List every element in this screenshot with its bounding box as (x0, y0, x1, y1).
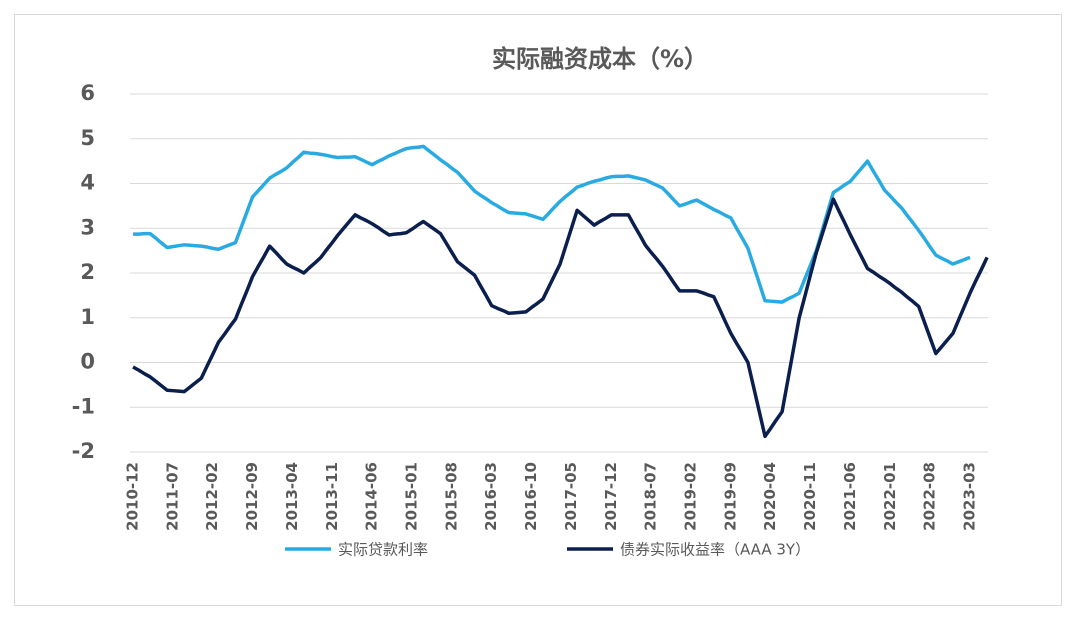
x-tick-label: 2012-09 (243, 462, 261, 531)
x-tick-label: 2016-03 (482, 462, 500, 531)
series-line (132, 197, 989, 439)
x-tick-label: 2022-08 (921, 462, 939, 531)
y-tick-label: 2 (80, 260, 95, 284)
x-tick-label: 2021-06 (841, 462, 859, 531)
x-tick-label: 2015-08 (442, 462, 460, 531)
chart-frame (14, 14, 1062, 606)
x-tick-label: 2019-02 (682, 462, 700, 531)
x-tick-label: 2013-11 (323, 462, 341, 531)
x-tick-label: 2018-07 (642, 462, 660, 531)
y-tick-label: 3 (80, 215, 95, 239)
x-tick-label: 2017-05 (562, 462, 580, 531)
y-tick-label: 1 (80, 305, 95, 329)
x-tick-label: 2020-11 (801, 462, 819, 531)
y-tick-label: 6 (80, 81, 95, 105)
legend-label: 债券实际收益率（AAA 3Y） (620, 541, 810, 559)
x-tick-label: 2010-12 (124, 462, 142, 531)
x-tick-label: 2015-01 (403, 462, 421, 531)
y-tick-label: 5 (80, 126, 95, 150)
chart-title: 实际融资成本（%） (492, 45, 708, 73)
x-tick-label: 2017-12 (602, 462, 620, 531)
y-tick-label: 0 (80, 350, 95, 374)
x-tick-label: 2020-04 (761, 462, 779, 531)
x-tick-label: 2016-10 (522, 462, 540, 531)
y-tick-label: -1 (72, 394, 95, 418)
x-tick-label: 2013-04 (283, 462, 301, 531)
x-tick-label: 2014-06 (363, 462, 381, 531)
y-tick-label: -2 (72, 439, 95, 463)
x-tick-label: 2011-07 (163, 462, 181, 531)
x-tick-label: 2019-09 (721, 462, 739, 531)
x-tick-label: 2023-03 (961, 462, 979, 531)
legend-label: 实际贷款利率 (338, 541, 428, 559)
x-tick-label: 2012-02 (203, 462, 221, 531)
series-line (133, 144, 971, 304)
y-tick-label: 4 (80, 171, 95, 195)
x-tick-label: 2022-01 (881, 462, 899, 531)
